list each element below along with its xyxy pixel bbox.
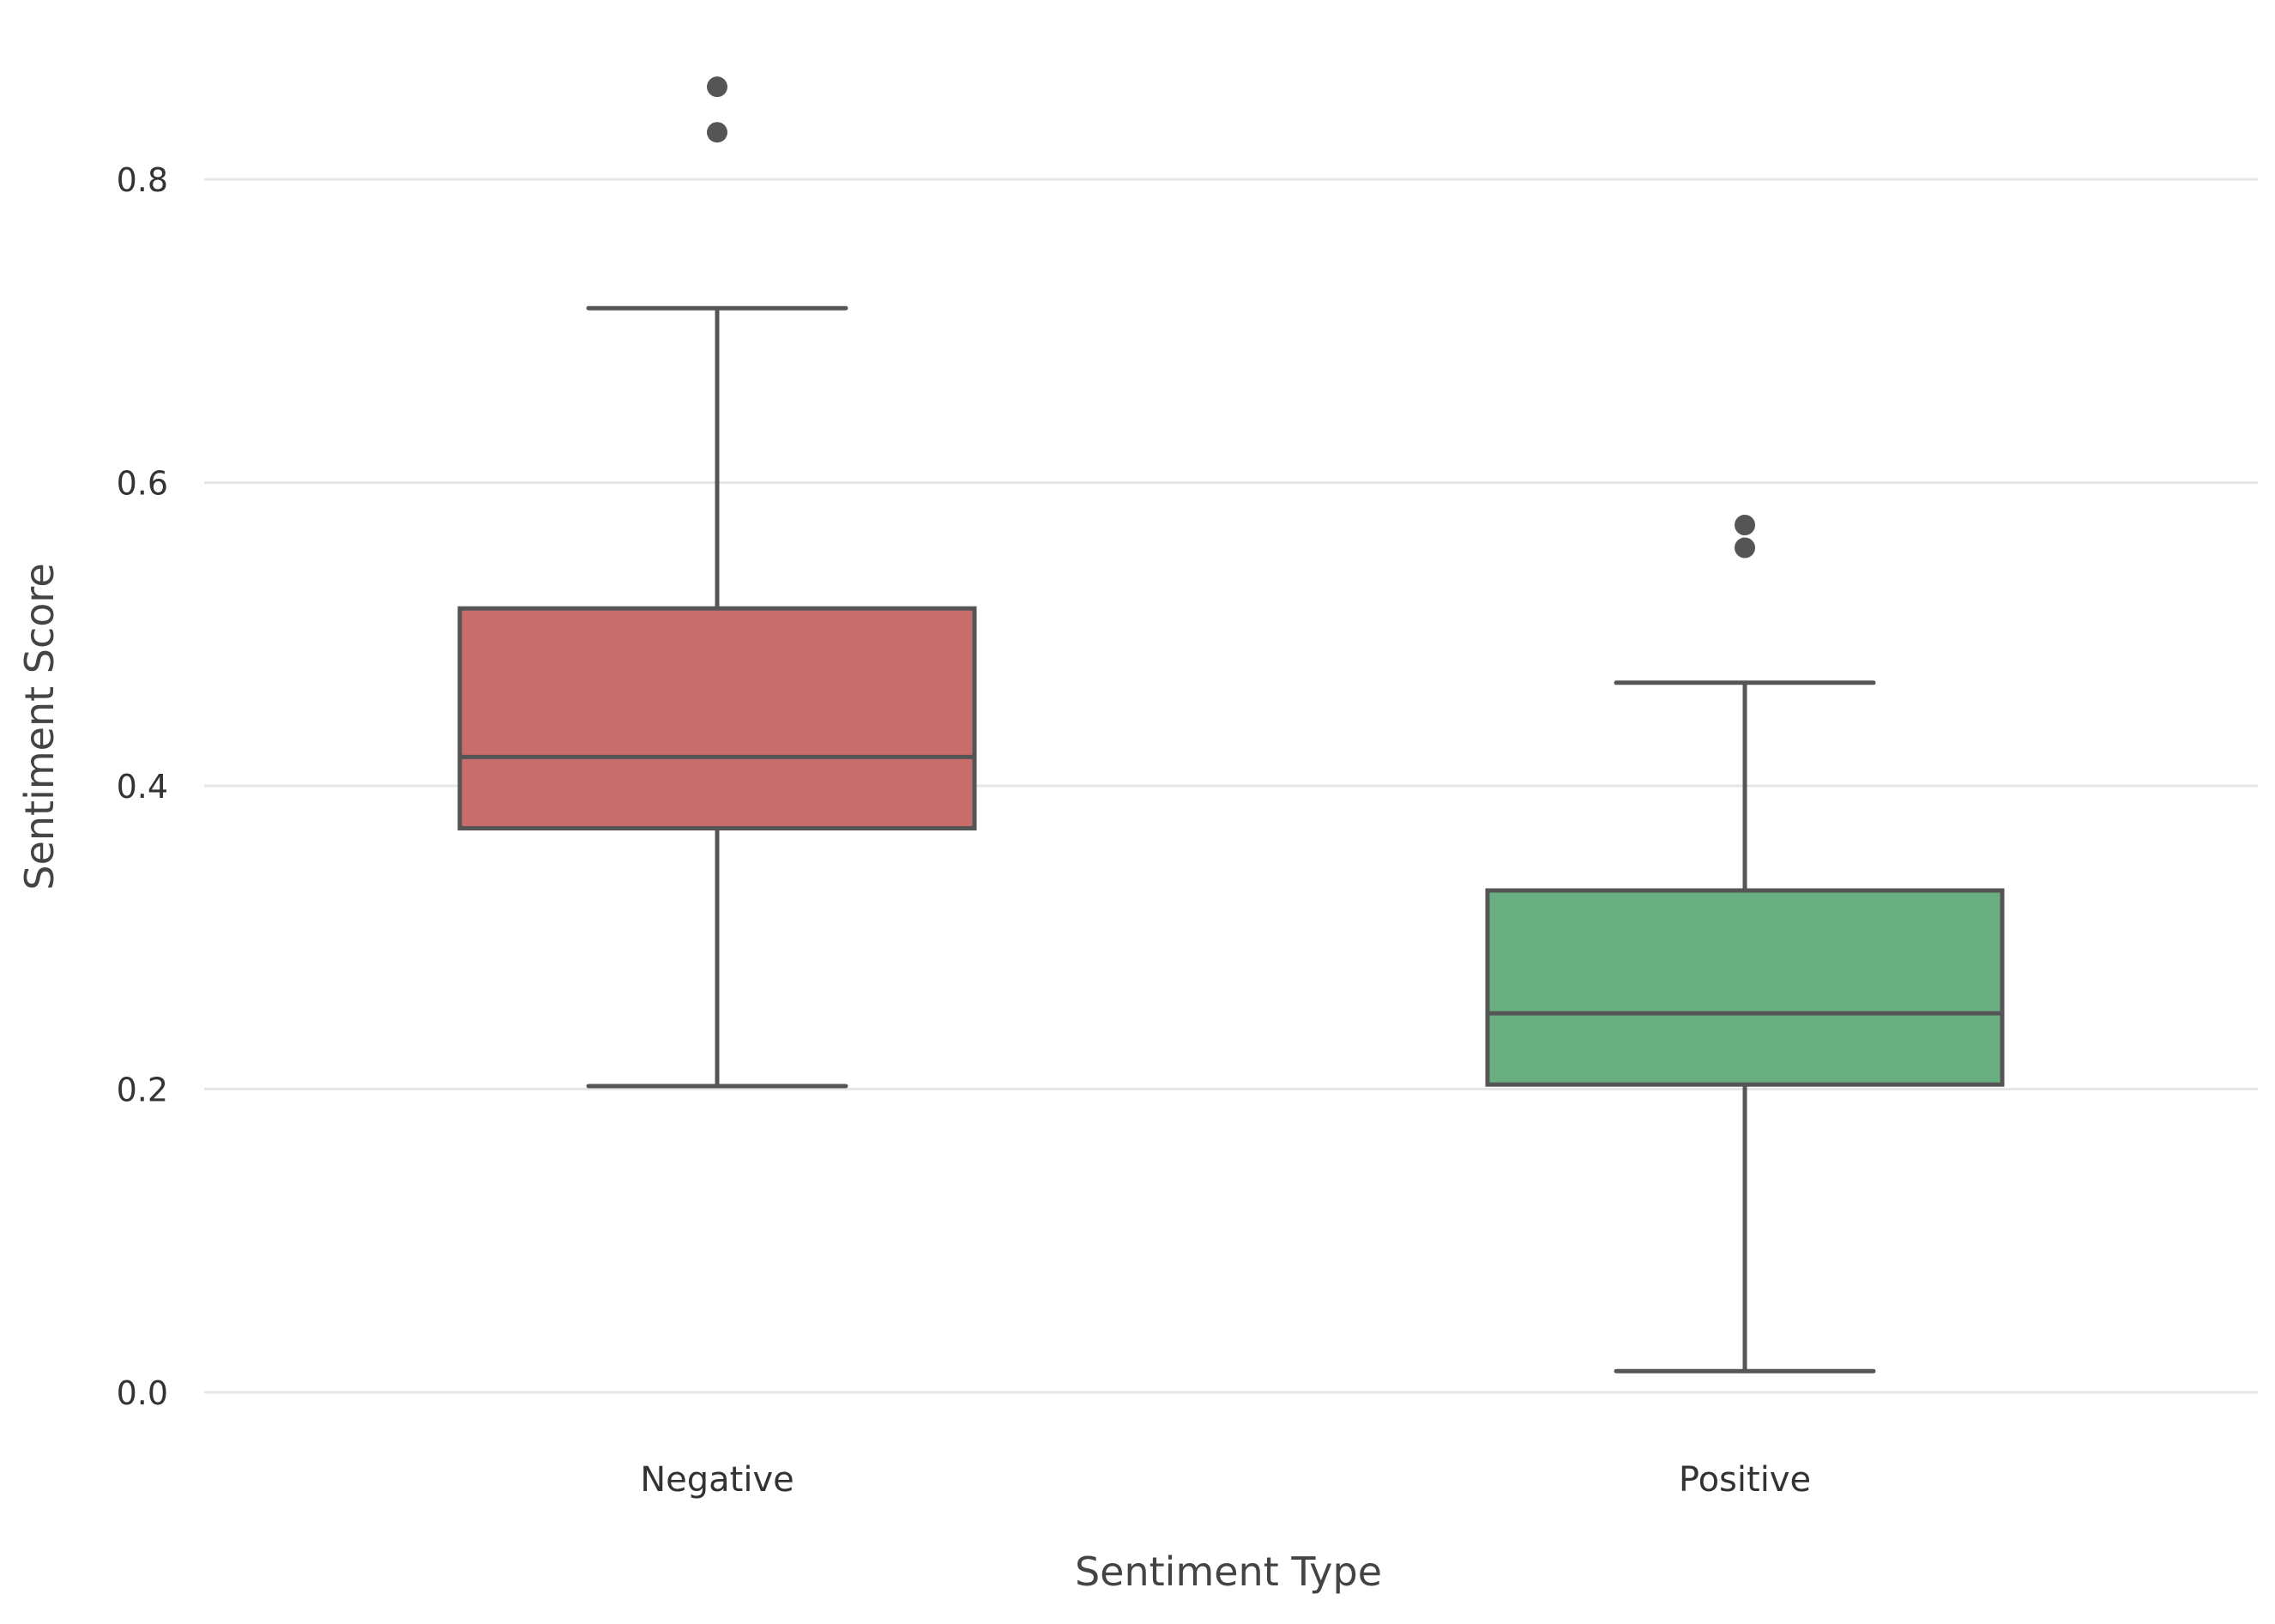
y-axis-title: Sentiment Score	[16, 563, 63, 890]
iqr-box	[1485, 888, 2005, 1087]
x-tick-label: Negative	[640, 1460, 794, 1500]
x-tick-label: Positive	[1679, 1460, 1811, 1500]
box-group-positive	[1485, 514, 2005, 1373]
y-tick-label: 0.4	[117, 768, 168, 806]
outlier-point	[1735, 514, 1755, 535]
y-axis-tick-labels: 0.0 0.2 0.4 0.6 0.8	[117, 161, 168, 1412]
outlier-point	[1735, 537, 1755, 558]
y-tick-label: 0.0	[117, 1374, 168, 1412]
iqr-box	[457, 606, 977, 830]
x-axis-tick-labels: Negative Positive	[640, 1460, 1811, 1500]
outlier-point	[707, 122, 727, 143]
box-group-negative	[457, 76, 977, 1089]
y-tick-label: 0.6	[117, 465, 168, 503]
box-series	[457, 76, 2005, 1373]
y-tick-label: 0.8	[117, 161, 168, 199]
outlier-point	[707, 76, 727, 98]
y-tick-label: 0.2	[117, 1072, 168, 1109]
x-axis-title: Sentiment Type	[1075, 1549, 1382, 1595]
